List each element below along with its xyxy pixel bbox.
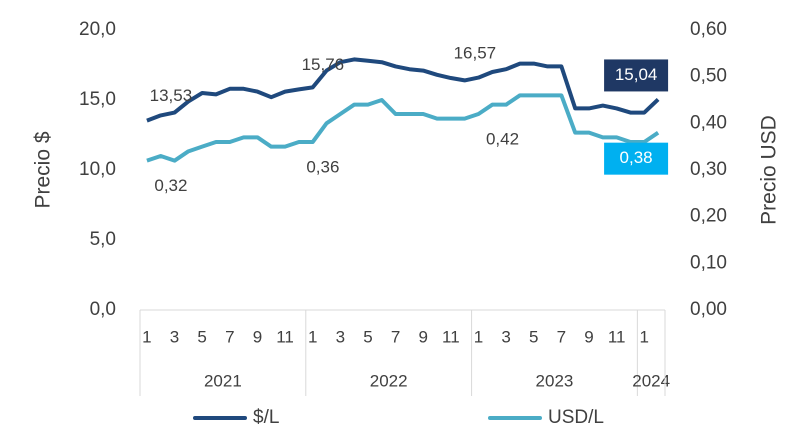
x-tick-label: 7 [391,327,400,346]
data-label: 0,36 [306,157,339,176]
data-label: 13,53 [150,86,193,105]
x-tick-label: 7 [557,327,566,346]
x-tick-label: 5 [197,327,206,346]
series-line [146,57,660,123]
y2-axis-title: Precio USD [758,115,781,225]
y2-tick-label: 0,20 [690,206,727,227]
x-tick-label: 1 [142,327,151,346]
x-tick-label: 7 [225,327,234,346]
y-tick-label: 5,0 [90,229,116,250]
x-tick-label: 9 [584,327,593,346]
y-tick-label: 20,0 [79,19,116,40]
x-tick-label: 3 [501,327,510,346]
x-tick-label: 3 [336,327,345,346]
data-label: 15,04 [615,65,658,84]
x-tick-label: 1 [474,327,483,346]
x-tick-label: 1 [308,327,317,346]
y-tick-label: 10,0 [79,159,116,180]
x-group-label: 2023 [536,371,574,390]
x-group-label: 2024 [632,371,670,390]
y2-tick-label: 0,10 [690,252,727,273]
x-tick-label: 11 [608,327,626,346]
y2-tick-label: 0,00 [690,299,727,320]
y-axis-title: Precio $ [32,131,55,208]
y2-tick-label: 0,30 [690,159,727,180]
legend-label: $/L [253,407,279,428]
y-tick-label: 15,0 [79,89,116,110]
y-tick-label: 0,0 [90,299,116,320]
y2-tick-label: 0,60 [690,19,727,40]
data-label: 15,76 [302,55,345,74]
series-line [146,93,660,163]
data-label: 16,57 [454,44,497,63]
x-tick-label: 11 [276,327,294,346]
x-tick-label: 11 [442,327,460,346]
x-group-label: 2021 [204,371,242,390]
data-label: 0,32 [154,176,187,195]
data-label-box [604,59,669,92]
y2-tick-label: 0,40 [690,112,727,133]
x-tick-label: 9 [418,327,427,346]
y2-tick-label: 0,50 [690,66,727,87]
x-tick-label: 3 [170,327,179,346]
data-label: 0,38 [620,148,653,167]
legend-label: USD/L [548,407,604,428]
data-label: 0,42 [486,129,519,148]
data-label-box [604,142,669,175]
x-tick-label: 9 [253,327,262,346]
x-group-label: 2022 [370,371,408,390]
x-tick-label: 5 [363,327,372,346]
x-tick-label: 1 [640,327,649,346]
x-tick-label: 5 [529,327,538,346]
